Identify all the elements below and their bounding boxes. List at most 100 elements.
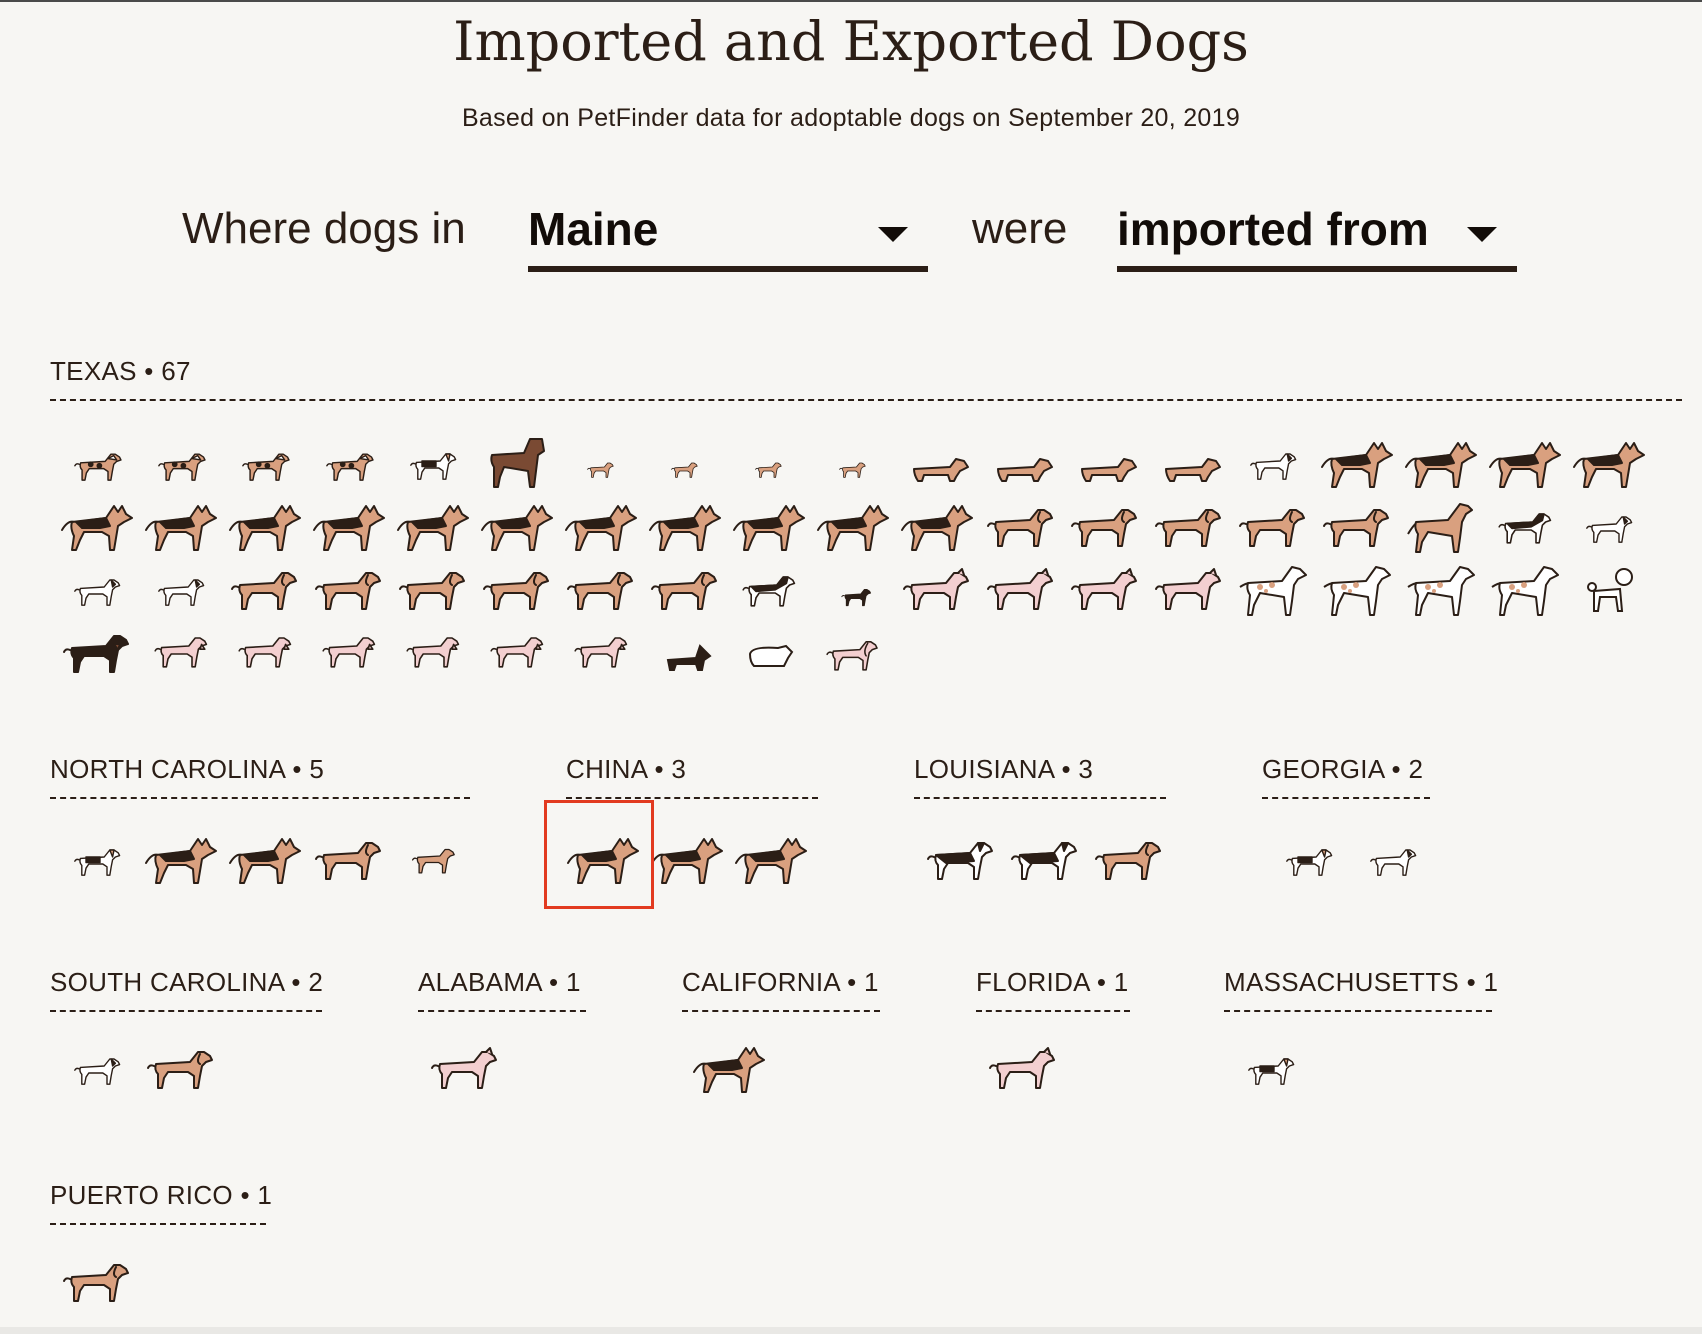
schnauzer-pink-dog-icon[interactable] [144,626,220,684]
retriever-dog-icon[interactable] [1320,500,1396,558]
shepherd-dog-icon[interactable] [144,500,220,558]
state-dropdown[interactable]: Maine [528,200,928,272]
pointer-dog-icon[interactable] [1320,563,1396,621]
pit-pink-dog-icon[interactable] [984,563,1060,621]
poodle-dog-icon[interactable] [1572,563,1648,621]
shepherd-dog-icon[interactable] [480,500,556,558]
hound-small-dog-icon[interactable] [396,833,472,891]
schnauzer-pink-dog-icon[interactable] [480,626,556,684]
terrier-white-dog-icon[interactable] [1356,833,1432,891]
shepherd-dog-icon[interactable] [1572,437,1648,495]
pit-pink-dog-icon[interactable] [986,1042,1062,1100]
retriever-dog-icon[interactable] [144,1042,220,1100]
retriever-dog-icon[interactable] [60,1255,136,1313]
dachshund-dog-icon[interactable] [1152,437,1228,495]
retriever-dog-icon[interactable] [1068,500,1144,558]
group-label: CHINA • 3 [566,754,687,784]
retriever-dog-icon[interactable] [648,563,724,621]
chihuahua-dog-icon[interactable] [816,437,892,495]
shepherd-dog-icon[interactable] [566,833,642,891]
husky-dog-icon[interactable] [1488,500,1564,558]
beagle-dog-icon[interactable] [60,833,136,891]
aussie-dog-icon[interactable] [228,437,304,495]
shepherd-dog-icon[interactable] [1404,437,1480,495]
bottom-edge [0,1327,1702,1334]
shepherd-dog-icon[interactable] [734,833,810,891]
group-label: SOUTH CAROLINA • 2 [50,967,324,997]
retriever-dog-icon[interactable] [984,500,1060,558]
shepherd-dog-icon[interactable] [312,500,388,558]
group-label: GEORGIA • 2 [1262,754,1424,784]
page-subtitle: Based on PetFinder data for adoptable do… [461,104,1241,132]
aussie-dog-icon[interactable] [144,437,220,495]
chihuahua-dog-icon[interactable] [732,437,808,495]
retriever-dog-icon[interactable] [1152,500,1228,558]
shepherd-dog-icon[interactable] [564,500,640,558]
shepherd-dog-icon[interactable] [900,500,976,558]
retriever-dog-icon[interactable] [480,563,556,621]
shepherd-dog-icon[interactable] [144,833,220,891]
pointer-dog-icon[interactable] [1404,563,1480,621]
shepherd-dog-icon[interactable] [648,500,724,558]
pointer-dog-icon[interactable] [1488,563,1564,621]
retriever-dog-icon[interactable] [564,563,640,621]
shepherd-dog-icon[interactable] [228,833,304,891]
border-collie-dog-icon[interactable] [924,833,1000,891]
shepherd-dog-icon[interactable] [396,500,472,558]
shihtzu-dog-icon[interactable] [732,626,808,684]
hound-tall-dog-icon[interactable] [1404,500,1480,558]
schnauzer-pink-dog-icon[interactable] [312,626,388,684]
group-label: ALABAMA • 1 [418,967,581,997]
terrier-white-dog-icon[interactable] [144,563,220,621]
shepherd-dog-icon[interactable] [650,833,726,891]
terrier-white-dog-icon[interactable] [60,1042,136,1100]
spaniel-pink-dog-icon[interactable] [816,626,892,684]
terrier-white-dog-icon[interactable] [1572,500,1648,558]
rottweiler-dog-icon[interactable] [60,626,136,684]
shepherd-dog-icon[interactable] [692,1042,768,1100]
pit-pink-dog-icon[interactable] [900,563,976,621]
aussie-dog-icon[interactable] [312,437,388,495]
shepherd-dog-icon[interactable] [60,500,136,558]
beagle-dog-icon[interactable] [1234,1042,1310,1100]
boxer-dog-icon[interactable] [480,437,556,495]
minpin-dog-icon[interactable] [816,563,892,621]
retriever-dog-icon[interactable] [312,563,388,621]
border-collie-dog-icon[interactable] [1008,833,1084,891]
scottie-dog-icon[interactable] [648,626,724,684]
retriever-dog-icon[interactable] [312,833,388,891]
dachshund-dog-icon[interactable] [1068,437,1144,495]
retriever-dog-icon[interactable] [228,563,304,621]
beagle-dog-icon[interactable] [396,437,472,495]
schnauzer-pink-dog-icon[interactable] [396,626,472,684]
shepherd-dog-icon[interactable] [1320,437,1396,495]
shepherd-dog-icon[interactable] [816,500,892,558]
shepherd-dog-icon[interactable] [228,500,304,558]
group-massachusetts: MASSACHUSETTS • 1 [1224,967,1498,1085]
aussie-dog-icon[interactable] [60,437,136,495]
beagle-dog-icon[interactable] [1272,833,1348,891]
retriever-dog-icon[interactable] [1236,500,1312,558]
shepherd-dog-icon[interactable] [732,500,808,558]
retriever-dog-icon[interactable] [1092,833,1168,891]
terrier-white-dog-icon[interactable] [60,563,136,621]
pointer-dog-icon[interactable] [1236,563,1312,621]
pit-pink-dog-icon[interactable] [428,1042,504,1100]
chihuahua-dog-icon[interactable] [564,437,640,495]
husky-dog-icon[interactable] [732,563,808,621]
group-divider [50,399,1682,401]
pit-pink-dog-icon[interactable] [1068,563,1144,621]
chevron-down-icon [878,227,908,242]
group-divider [418,1010,586,1012]
dachshund-dog-icon[interactable] [900,437,976,495]
terrier-white-dog-icon[interactable] [1236,437,1312,495]
retriever-dog-icon[interactable] [396,563,472,621]
chihuahua-dog-icon[interactable] [648,437,724,495]
dachshund-dog-icon[interactable] [984,437,1060,495]
schnauzer-pink-dog-icon[interactable] [228,626,304,684]
shepherd-dog-icon[interactable] [1488,437,1564,495]
group-puerto-rico: PUERTO RICO • 1 [50,1180,272,1302]
pit-pink-dog-icon[interactable] [1152,563,1228,621]
direction-dropdown[interactable]: imported from [1117,200,1517,272]
schnauzer-pink-dog-icon[interactable] [564,626,640,684]
